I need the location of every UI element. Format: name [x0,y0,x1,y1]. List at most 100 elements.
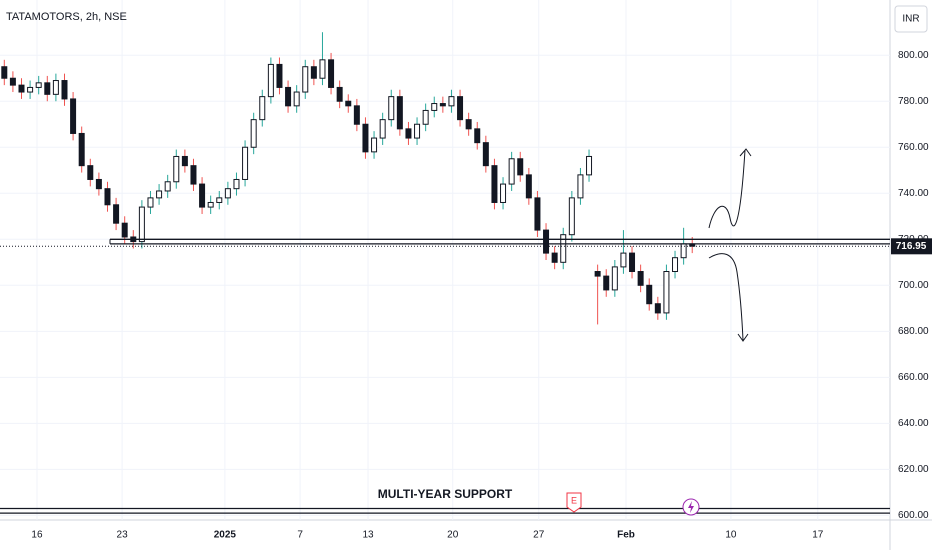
arrow-head [739,148,752,157]
candle-body [422,109,429,125]
x-tick-label: 13 [362,530,374,541]
bottom-support-label: MULTI-YEAR SUPPORT [378,487,513,501]
candle-body [646,284,653,305]
candle-body [199,183,206,208]
candle-body [379,119,386,139]
candle-body [293,91,300,107]
currency-box[interactable] [894,5,928,33]
candle-body [70,98,77,134]
candle-body [216,197,223,203]
arrow-head [737,333,749,342]
candle-body [508,158,515,185]
x-tick-label: 10 [725,530,737,541]
candle-body [362,123,369,153]
y-tick-label: 680.00 [898,326,929,337]
candle-body [371,137,378,153]
candle-body [276,63,283,88]
candle-body [61,80,68,100]
currency: INR [902,14,919,25]
candle-body [242,146,249,180]
candle-body [156,190,163,199]
y-tick-label: 800.00 [898,50,929,61]
x-tick-label: 7 [297,530,303,541]
candle-body [1,66,8,79]
y-tick-label: 660.00 [898,372,929,383]
candle-body [448,96,455,107]
candle-body [482,142,489,167]
candle-body [439,103,446,107]
candle-body [224,188,231,199]
x-tick-label: 16 [31,530,43,541]
candle-body [78,132,85,167]
x-tick-label: 20 [447,530,459,541]
candle-body [560,234,567,263]
x-tick-label: 27 [533,530,545,541]
projection-up [708,149,746,229]
candle-body [654,303,661,314]
y-tick-label: 600.00 [898,510,929,521]
candle-body [9,77,16,86]
candle-body [543,229,550,254]
candle-body [113,204,120,224]
earnings-icon[interactable] [566,492,582,513]
x-tick-label: 23 [117,530,129,541]
projection-down [708,253,744,341]
x-tick-label: Feb [617,530,635,541]
candle-body [637,271,644,286]
candle-body [121,222,128,238]
candle-body [663,271,670,314]
candle-body [18,84,25,93]
candle-body [35,82,42,88]
candle-body [672,257,679,273]
candle-body [173,155,180,183]
candle-body [164,181,171,192]
candle-body [138,206,145,243]
candle-body [611,266,618,291]
candle-body [388,96,395,121]
x-tick-label: 17 [812,530,824,541]
candle-body [594,271,601,277]
candle-body [405,128,412,139]
candle-body [586,155,593,176]
candle-body [577,174,584,199]
candle-body [525,174,532,199]
candle-body [474,128,481,144]
y-tick-label: 640.00 [898,418,929,429]
lightning [688,501,694,513]
candle-body [319,59,326,79]
y-tick-label: 780.00 [898,96,929,107]
candle-body [568,197,575,236]
candle-body [620,252,627,268]
candle-body [190,165,197,185]
candle-body [207,201,214,208]
candle-body [517,158,524,176]
candle-body [302,66,309,93]
candle-body [328,59,335,88]
candle-body [87,165,94,180]
y-tick-label: 620.00 [898,464,929,475]
candle-body [95,178,102,190]
candle-body [285,86,292,107]
candle-body [250,119,257,148]
candle-body [44,82,51,95]
candle-body [336,86,343,102]
y-tick-label: 740.00 [898,188,929,199]
earnings-label: E [571,495,577,505]
y-tick-label: 760.00 [898,142,929,153]
last-price-box [891,238,932,255]
x-tick-label: 2025 [214,530,237,541]
candle-body [52,80,59,95]
candle-body [603,275,610,291]
candle-body [457,96,464,121]
candles [1,32,696,325]
last-price-label: 716.95 [896,241,927,252]
candle-body [353,105,360,125]
candle-body [267,63,274,98]
candle-body [491,165,498,203]
candle-body [551,252,558,263]
candle-body [310,66,317,79]
candle-body [414,123,421,139]
candle-body [431,103,438,111]
